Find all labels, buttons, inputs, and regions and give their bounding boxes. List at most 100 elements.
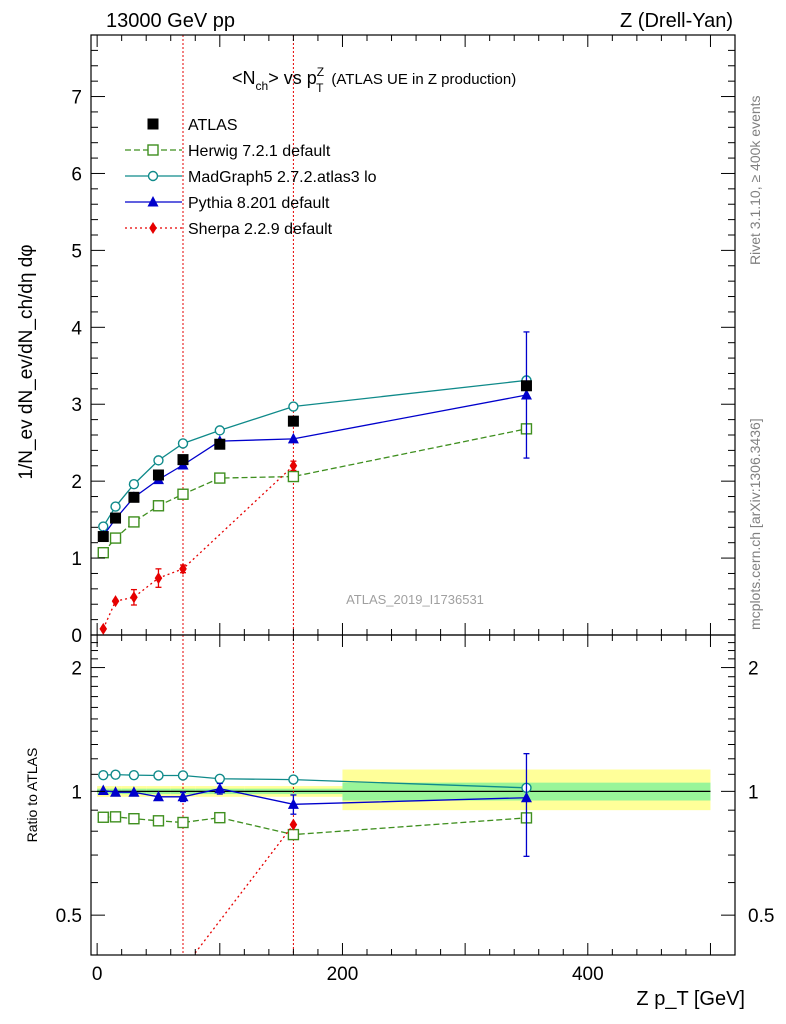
y-tick-label-main: 7 — [71, 88, 82, 109]
y-tick-label-main: 5 — [71, 241, 82, 262]
ratio-point-sherpa — [289, 818, 298, 831]
plot-title: <Nch> vs pZ T (ATLAS UE in Z production) — [232, 65, 516, 95]
y-tick-label-main: 6 — [71, 164, 82, 185]
title-vs: > vs p — [268, 68, 317, 88]
point-sherpa — [99, 622, 108, 635]
header-left: 13000 GeV pp — [106, 10, 235, 32]
legend-marker-pythia — [147, 196, 159, 207]
ratio-point-madgraph — [110, 769, 121, 780]
series-line-madgraph — [102, 379, 527, 527]
ratio-point-pythia — [152, 790, 164, 802]
y-tick-label-ratio-right: 2 — [748, 659, 759, 680]
ratio-point-herwig — [97, 811, 109, 823]
legend-label-atlas: ATLAS — [188, 117, 238, 134]
ratio-point-pythia — [97, 784, 109, 795]
legend-label-madgraph: MadGraph5 2.7.2.atlas3 lo — [188, 169, 377, 186]
point-sherpa — [289, 459, 298, 472]
ratio-point-herwig — [152, 815, 165, 827]
ratio-point-madgraph — [214, 773, 226, 784]
point-pythia — [287, 432, 299, 444]
ratio-point-herwig — [128, 813, 140, 825]
series-main-panel — [97, 331, 533, 635]
legend-label-sherpa: Sherpa 2.2.9 default — [188, 221, 333, 238]
ratio-point-pythia — [520, 791, 532, 803]
ratio-point-madgraph — [153, 770, 164, 781]
y-axis-label-main: 1/N_ev dN_ev/dN_ch/dη dφ — [16, 244, 37, 479]
legend-marker-madgraph — [147, 170, 159, 182]
series-line-sherpa — [102, 465, 294, 630]
reference-lines-main — [182, 35, 294, 635]
point-sherpa — [130, 591, 138, 604]
ratio-point-pythia — [214, 782, 226, 794]
point-herwig — [287, 470, 300, 483]
x-axis-label: Z p_T [GeV] — [636, 988, 745, 1010]
point-madgraph — [110, 501, 121, 512]
point-madgraph — [177, 438, 189, 449]
point-madgraph — [98, 521, 109, 532]
y-tick-label-ratio-right: 0.5 — [748, 906, 774, 927]
y-tick-label-main: 0 — [71, 626, 82, 647]
x-tick-label: 0 — [92, 964, 103, 985]
y-tick-label-main: 2 — [71, 472, 82, 493]
header-right: Z (Drell-Yan) — [620, 10, 733, 32]
y-tick-label-main: 1 — [71, 549, 82, 570]
y-axis-label-ratio: Ratio to ATLAS — [24, 748, 40, 843]
y-tick-label-ratio-right: 1 — [748, 782, 759, 803]
point-atlas — [177, 454, 189, 466]
x-tick-label: 200 — [327, 964, 359, 985]
point-atlas — [110, 512, 122, 524]
ratio-point-madgraph — [98, 769, 109, 781]
point-atlas — [97, 531, 109, 543]
ratio-point-herwig — [177, 816, 189, 829]
title-ch: ch — [256, 79, 269, 93]
title-t: T — [316, 81, 324, 95]
y-tick-label-ratio: 1 — [71, 782, 82, 803]
ratio-point-pythia — [110, 786, 122, 797]
watermark: ATLAS_2019_I1736531 — [346, 592, 484, 607]
point-herwig — [97, 546, 109, 559]
point-atlas — [152, 469, 164, 481]
ratio-point-herwig — [109, 811, 122, 823]
y-tick-label-ratio: 0.5 — [56, 906, 82, 927]
legend-marker-atlas — [147, 118, 159, 130]
point-madgraph — [288, 401, 299, 412]
side-text-top: Rivet 3.1.10, ≥ 400k events — [747, 95, 763, 265]
point-atlas — [287, 415, 299, 427]
y-tick-label-ratio: 2 — [71, 659, 82, 680]
point-herwig — [152, 500, 165, 512]
point-sherpa — [179, 562, 187, 575]
point-herwig — [128, 516, 140, 528]
x-tick-label: 400 — [572, 964, 604, 985]
legend: ATLAS Herwig 7.2.1 default MadGraph5 2.7.2… — [125, 117, 377, 238]
point-herwig — [177, 488, 189, 500]
ratio-line-herwig — [103, 816, 527, 836]
point-madgraph — [153, 455, 164, 466]
ratio-point-herwig — [214, 811, 226, 824]
point-sherpa — [154, 572, 163, 585]
legend-marker-sherpa — [149, 222, 157, 234]
side-text-bottom: mcplots.cern.ch [arXiv:1306.3436] — [747, 418, 763, 630]
point-pythia — [520, 389, 532, 400]
ratio-point-pythia — [128, 786, 140, 797]
ratio-line-sherpa — [192, 824, 294, 955]
y-tick-label-main: 3 — [71, 395, 82, 416]
legend-label-pythia: Pythia 8.201 default — [188, 195, 330, 212]
series-line-herwig — [102, 428, 527, 554]
title-rest: (ATLAS UE in Z production) — [331, 71, 516, 88]
ratio-panel-frame — [90, 634, 736, 956]
legend-marker-herwig — [147, 144, 159, 156]
axes: 0 200 400 0 1 2 3 4 5 6 7 0.5 0.5 1 1 2 2 — [56, 34, 774, 985]
ratio-point-sherpa — [179, 963, 187, 975]
point-herwig — [109, 532, 122, 544]
y-tick-label-main: 4 — [71, 318, 82, 339]
point-madgraph — [128, 479, 140, 490]
series-line-pythia — [102, 394, 527, 537]
point-herwig — [214, 472, 226, 484]
point-atlas — [214, 438, 226, 450]
ratio-point-herwig — [287, 828, 300, 841]
ratio-point-pythia — [177, 790, 189, 802]
series-ratio-panel — [97, 753, 533, 975]
ratio-point-pythia — [287, 798, 299, 809]
point-atlas — [520, 380, 532, 392]
